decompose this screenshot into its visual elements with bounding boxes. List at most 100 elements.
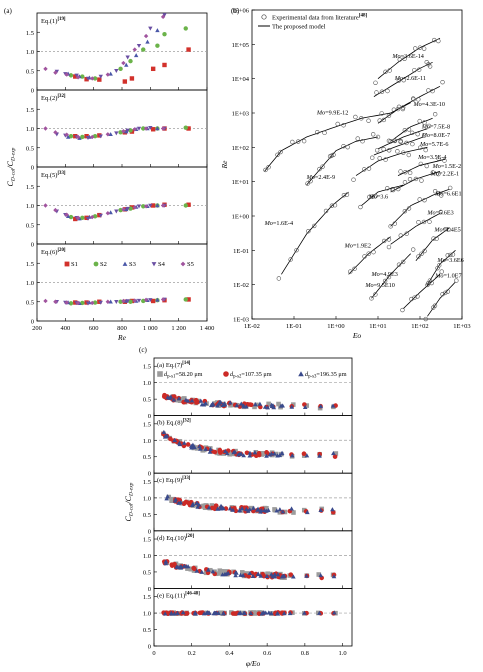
experimental-point xyxy=(412,67,417,73)
data-point xyxy=(186,297,191,302)
experimental-point xyxy=(417,45,423,50)
experimental-point xyxy=(404,231,409,236)
experimental-point xyxy=(446,227,451,232)
model-curve xyxy=(427,281,456,317)
data-point xyxy=(98,213,103,218)
data-point xyxy=(264,573,270,578)
data-point xyxy=(273,451,279,457)
experimental-point xyxy=(377,156,382,161)
data-point xyxy=(208,446,213,451)
xtick-label: 0.4 xyxy=(225,650,234,657)
ytick-label: 1.5 xyxy=(26,261,34,268)
data-point xyxy=(150,127,156,132)
y-axis-label: CD-cal/CD-exp xyxy=(6,147,17,186)
model-curve xyxy=(355,146,428,176)
data-point xyxy=(302,610,307,615)
experimental-point xyxy=(402,56,407,61)
ytick-label: 0.5 xyxy=(143,454,151,461)
curve-label: Mo=5.7E-6 xyxy=(419,141,448,148)
data-point xyxy=(195,504,201,509)
xtick-label: 1E-02 xyxy=(244,323,260,330)
xtick-label: 200 xyxy=(32,325,42,332)
experimental-point xyxy=(332,203,338,208)
data-point xyxy=(257,401,263,406)
data-point xyxy=(198,398,204,403)
experimental-point xyxy=(294,247,299,253)
data-point xyxy=(98,300,103,305)
data-point xyxy=(227,506,233,511)
data-point xyxy=(233,573,238,578)
plot-frame xyxy=(251,9,463,320)
experimental-point xyxy=(329,203,335,208)
experimental-point xyxy=(402,127,408,133)
experimental-point xyxy=(296,139,301,144)
data-point xyxy=(155,203,160,208)
data-point xyxy=(90,76,95,81)
ytick-label: 0 xyxy=(31,165,34,172)
svg-text:CD-cal/CD-exp: CD-cal/CD-exp xyxy=(6,147,17,186)
ytick-label: 1E-03 xyxy=(233,317,249,324)
experimental-point xyxy=(425,282,430,288)
data-point xyxy=(180,610,186,615)
experimental-point xyxy=(355,136,360,141)
curve-label: Mo=6.6E1 xyxy=(434,190,461,197)
data-point xyxy=(124,129,129,134)
data-point xyxy=(185,564,191,569)
curve-label: Mo=8.0E-7 xyxy=(421,132,450,139)
subplot-c-5: 0 0.5 1.0 1.5 (e) Eq.(11)[46-48] xyxy=(143,588,353,651)
data-point xyxy=(105,132,111,137)
data-point xyxy=(266,610,272,615)
ytick-label: 1.5 xyxy=(26,184,34,191)
legend-marker-S1 xyxy=(64,261,70,267)
data-point xyxy=(114,68,119,73)
experimental-point xyxy=(381,117,387,123)
experimental-point xyxy=(301,138,307,144)
data-point xyxy=(265,571,270,577)
experimental-point xyxy=(348,269,353,274)
data-point xyxy=(253,453,259,458)
data-point xyxy=(172,498,178,503)
data-point xyxy=(318,573,323,578)
subplot-a-3: 0 0.5 1.0 1.5 Eq.(5)[33] xyxy=(26,166,208,249)
experimental-point xyxy=(429,280,434,286)
curve-label: Mo=9.9E-12 xyxy=(316,110,349,117)
series-d3 xyxy=(165,394,336,410)
data-point xyxy=(125,55,130,60)
data-point xyxy=(220,402,226,408)
data-point xyxy=(219,504,225,509)
data-point xyxy=(185,566,190,571)
experimental-point xyxy=(352,266,357,272)
legend-label-model: The proposed model xyxy=(272,24,326,31)
ytick-label: 0 xyxy=(31,88,34,95)
experimental-point xyxy=(386,237,392,242)
data-point xyxy=(114,209,119,214)
data-point xyxy=(269,611,274,616)
ytick-label: 1E+03 xyxy=(232,111,249,118)
curve-label: Mo=3.6E6 xyxy=(436,257,463,264)
data-point xyxy=(189,502,195,507)
legend-marker-S4 xyxy=(151,262,157,267)
experimental-point xyxy=(409,130,415,136)
data-point xyxy=(80,300,85,306)
experimental-point xyxy=(436,38,441,44)
data-point xyxy=(244,571,250,576)
data-point xyxy=(208,402,214,408)
data-point xyxy=(121,207,126,212)
ytick-label: 0 xyxy=(148,586,151,593)
experimental-point xyxy=(419,251,424,256)
data-point xyxy=(206,505,212,510)
data-point xyxy=(53,299,58,304)
data-point xyxy=(317,453,322,458)
data-point xyxy=(163,561,169,566)
data-point xyxy=(266,401,271,407)
data-point xyxy=(207,449,213,454)
data-point xyxy=(228,402,233,408)
experimental-point xyxy=(450,252,456,257)
data-point xyxy=(188,443,194,448)
experimental-point xyxy=(416,67,422,72)
data-point xyxy=(246,574,252,579)
data-point xyxy=(90,300,95,306)
data-point xyxy=(316,572,322,577)
data-point xyxy=(331,574,337,579)
ytick-label: 1.5 xyxy=(143,364,151,371)
